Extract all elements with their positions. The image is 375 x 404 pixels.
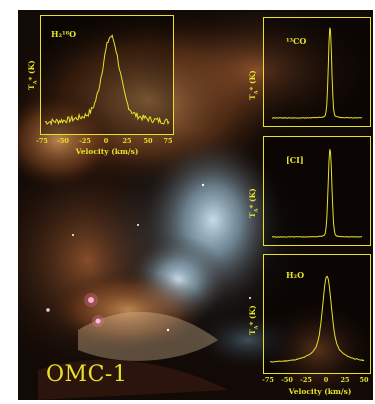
panel-13co: ¹³CO [263,17,371,127]
xtick-label: 0 [323,376,329,384]
xtick-label: 75 [163,137,173,145]
nebula-image [18,10,373,400]
panel-label-ci: [CI] [286,155,304,165]
xtick-label: -75 [262,376,274,384]
panel-label-h2o: H₂O [286,270,305,280]
panel-h218o: H₂¹⁸O [40,15,174,135]
spectrum-13co [272,27,363,119]
xtick-label: 0 [103,137,109,145]
xtick-label: -50 [281,376,293,384]
xtick-label: -25 [79,137,91,145]
panel-h2o: H₂O [263,254,371,374]
spectrum-ci [271,149,363,238]
xtick-label: 50 [359,376,369,384]
object-label: OMC-1 [46,362,128,387]
ylabel-h218o: TA* (K) [27,60,39,90]
xtick-label: -75 [36,137,48,145]
ylabel-ci: TA* (K) [248,188,260,218]
nebula-artwork [18,10,373,400]
xlabel-h2o: Velocity (km/s) [288,387,352,396]
panel-ci: [CI] [263,136,371,246]
ylabel-13co: TA* (K) [248,70,260,100]
xlabel-h218o: Velocity (km/s) [75,147,139,156]
panel-label-h218o: H₂¹⁸O [51,29,77,39]
xtick-label: 25 [340,376,350,384]
spectrum-h2o [269,275,365,363]
xtick-label: 50 [143,137,153,145]
xtick-label: -50 [57,137,69,145]
panel-label-13co: ¹³CO [286,36,307,46]
ylabel-h2o: TA* (K) [248,305,260,335]
spectrum-h218o [44,34,170,126]
xtick-label: -25 [300,376,312,384]
xtick-label: 25 [122,137,132,145]
